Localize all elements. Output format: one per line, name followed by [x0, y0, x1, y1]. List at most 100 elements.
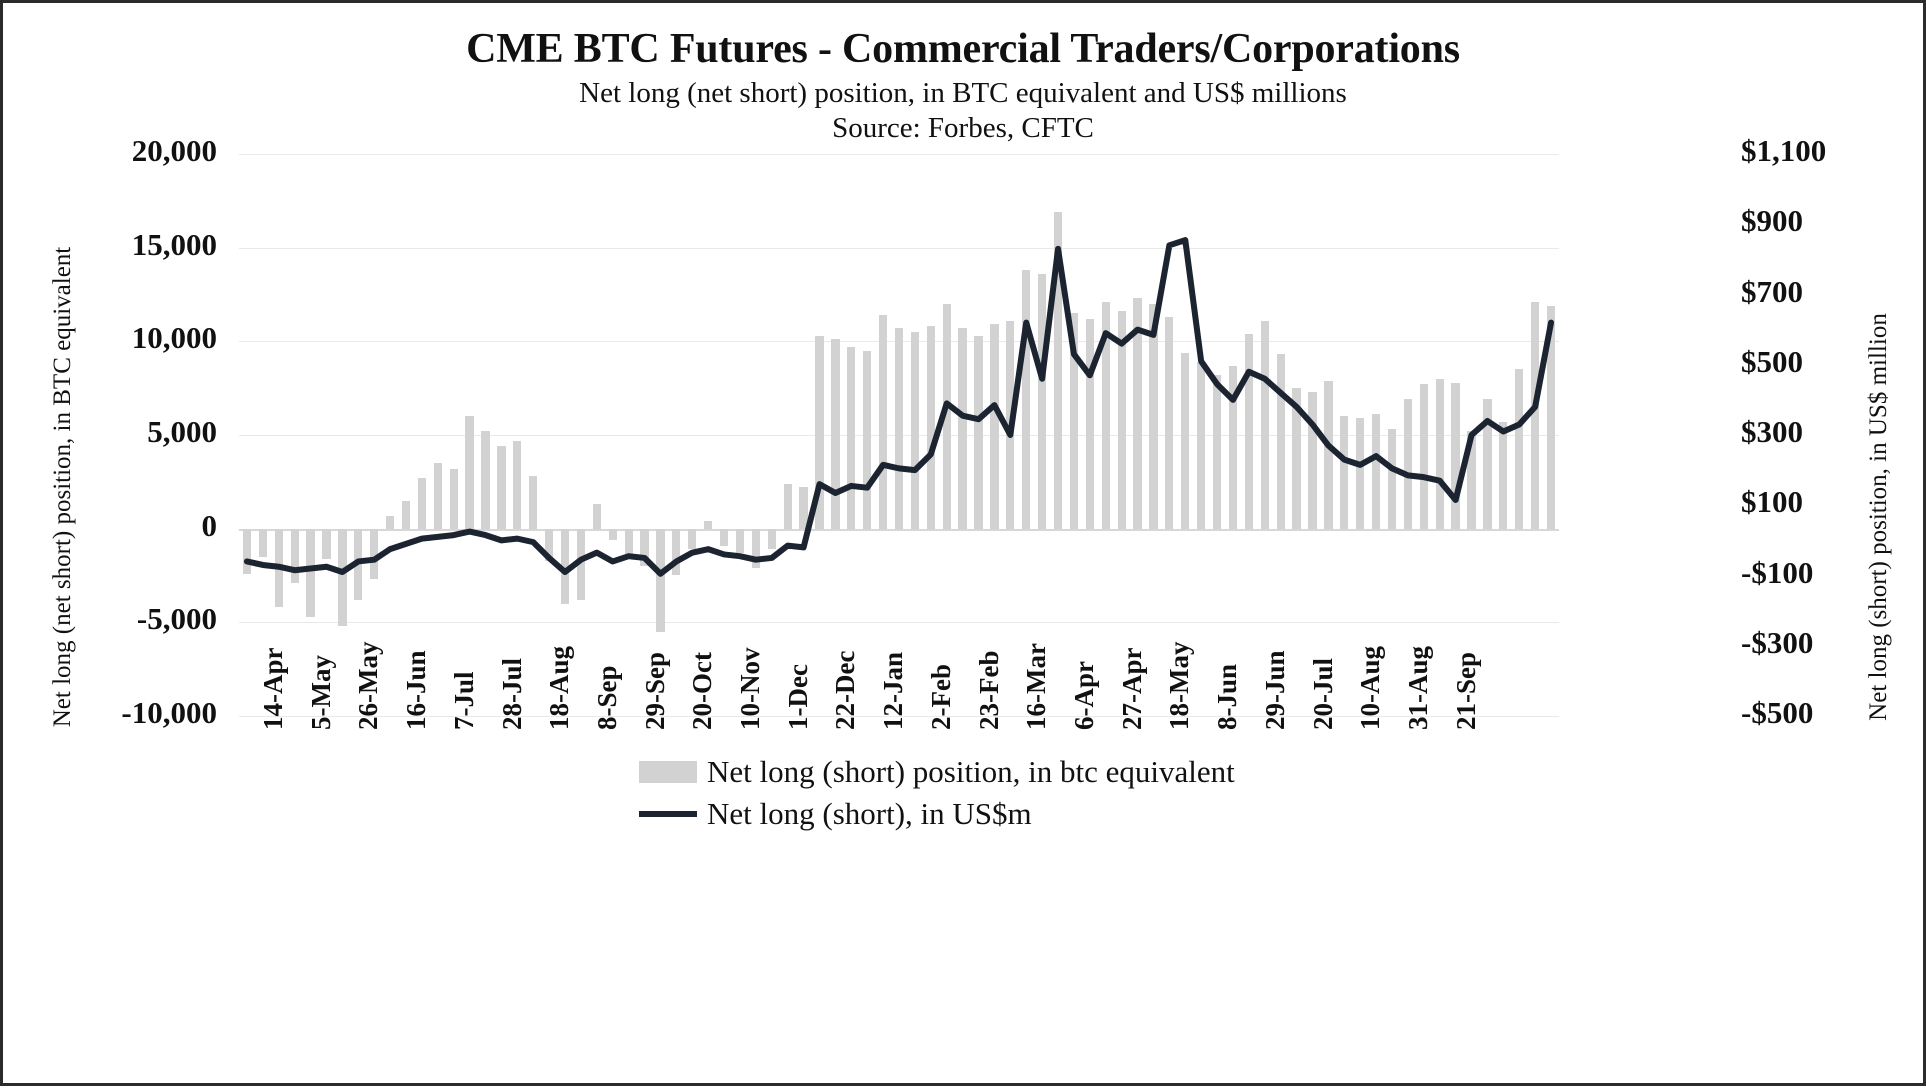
- bar: [831, 339, 840, 529]
- left-axis-tick-label: 20,000: [131, 133, 217, 168]
- x-axis-tick-label: 8-Jun: [1212, 663, 1243, 730]
- bar: [735, 528, 745, 553]
- line-path: [243, 237, 1555, 577]
- x-axis-tick-label: 2-Feb: [925, 664, 956, 730]
- bar: [688, 528, 697, 550]
- bar: [783, 483, 792, 529]
- line-series: [243, 237, 1555, 577]
- x-axis-tick-label: 12-Jan: [878, 651, 909, 730]
- bar: [1515, 369, 1524, 529]
- chart-subtitle: Net long (net short) position, in BTC eq…: [579, 77, 1347, 110]
- bar: [258, 528, 267, 557]
- x-axis-tick-label: 14-Apr: [257, 647, 288, 731]
- bar: [513, 440, 522, 529]
- right-axis-tick-label: $500: [1741, 343, 1803, 379]
- x-axis-tick-label: 23-Feb: [973, 650, 1004, 730]
- bar: [672, 528, 681, 576]
- bar: [1101, 301, 1110, 529]
- legend: Net long (short) position, in btc equiva…: [639, 751, 1235, 835]
- chart-source: Source: Forbes, CFTC: [832, 111, 1094, 144]
- bar: [1228, 365, 1238, 529]
- bar: [433, 463, 442, 529]
- left-axis-tick-label: 0: [201, 507, 218, 543]
- bar: [990, 324, 999, 529]
- bar: [401, 500, 411, 529]
- bar: [1037, 273, 1047, 529]
- bar: [1371, 414, 1381, 529]
- x-axis-tick-label: 27-Apr: [1116, 647, 1147, 731]
- x-axis-tick-label: 31-Aug: [1403, 645, 1433, 730]
- bar: [560, 528, 570, 604]
- bar: [815, 335, 824, 529]
- bar: [1069, 313, 1079, 529]
- bar: [1387, 429, 1397, 529]
- legend-label-line: Net long (short), in US$m: [707, 796, 1032, 831]
- bar: [1133, 298, 1142, 529]
- bar: [1149, 303, 1158, 529]
- bar: [704, 521, 713, 529]
- bar: [1531, 301, 1540, 529]
- x-axis-tick-label: 7-Jul: [448, 671, 479, 730]
- plot-area: Net long (net short) position, in BTC eq…: [3, 3, 1926, 1089]
- bar: [370, 528, 379, 580]
- bar: [1499, 421, 1508, 529]
- bar: [1022, 270, 1031, 529]
- bar: [958, 328, 967, 529]
- bar: [926, 326, 935, 529]
- gridline: [239, 622, 1559, 624]
- bar: [1467, 431, 1476, 529]
- line-swatch-icon: [639, 811, 697, 817]
- right-axis-tick-label: -$500: [1741, 695, 1814, 730]
- right-axis-tick-label: $100: [1741, 484, 1803, 520]
- x-axis-tick-label: 8-Sep: [591, 665, 622, 730]
- right-axis-tick-label: -$300: [1741, 624, 1814, 660]
- bar: [1117, 311, 1126, 529]
- bar: [1419, 384, 1428, 529]
- bar: [910, 331, 920, 529]
- right-axis-tick-label: -$100: [1741, 554, 1814, 590]
- bar: [1292, 388, 1301, 529]
- right-axis-tick-label: $700: [1741, 273, 1803, 309]
- bar: [529, 476, 538, 529]
- bar: [449, 468, 458, 529]
- bar: [799, 487, 808, 529]
- bar: [847, 346, 856, 529]
- page-title: CME BTC Futures - Commercial Traders/Cor…: [466, 26, 1460, 72]
- bar: [385, 515, 395, 529]
- legend-item-bars: Net long (short) position, in btc equiva…: [639, 751, 1235, 793]
- bar: [1324, 380, 1333, 529]
- x-axis-tick-label: 18-May: [1164, 641, 1195, 730]
- bar: [767, 528, 776, 550]
- bar: [1435, 378, 1444, 529]
- bar: [656, 528, 665, 632]
- bar: [1053, 212, 1063, 529]
- bar: [974, 335, 983, 529]
- x-axis-tick-label: 28-Jul: [496, 657, 527, 730]
- x-axis-tick-label: 20-Oct: [687, 652, 718, 730]
- bar: [1085, 318, 1094, 529]
- x-axis-tick-label: 10-Aug: [1355, 645, 1386, 730]
- bar-swatch-icon: [639, 761, 697, 783]
- x-axis-ticks: 14-Apr 5-May 26-May 16-Jun 7-Jul 28-Jul 18-Aug…: [239, 642, 1559, 742]
- x-axis-tick-label: 5-May: [305, 655, 336, 730]
- bar: [863, 350, 872, 529]
- gridline: [239, 247, 1559, 249]
- bar: [544, 528, 554, 561]
- bar: [1340, 416, 1349, 529]
- bar: [878, 315, 888, 529]
- bar: [894, 328, 904, 529]
- bar: [1260, 320, 1269, 529]
- x-axis-tick-label: 6-Apr: [1069, 661, 1100, 730]
- x-axis-tick-label: 20-Jul: [1307, 657, 1338, 730]
- right-axis-tick-label: $900: [1741, 203, 1803, 239]
- legend-item-line: Net long (short), in US$m: [639, 793, 1235, 835]
- chart-header: CME BTC Futures - Commercial Traders/Cor…: [3, 26, 1923, 145]
- bar: [719, 528, 729, 546]
- bar: [497, 446, 506, 529]
- bar: [1403, 399, 1413, 529]
- right-axis-tick-label: $1,100: [1741, 133, 1827, 168]
- left-axis-tick-label: -5,000: [136, 601, 217, 637]
- bar: [242, 528, 252, 574]
- bar: [942, 303, 951, 529]
